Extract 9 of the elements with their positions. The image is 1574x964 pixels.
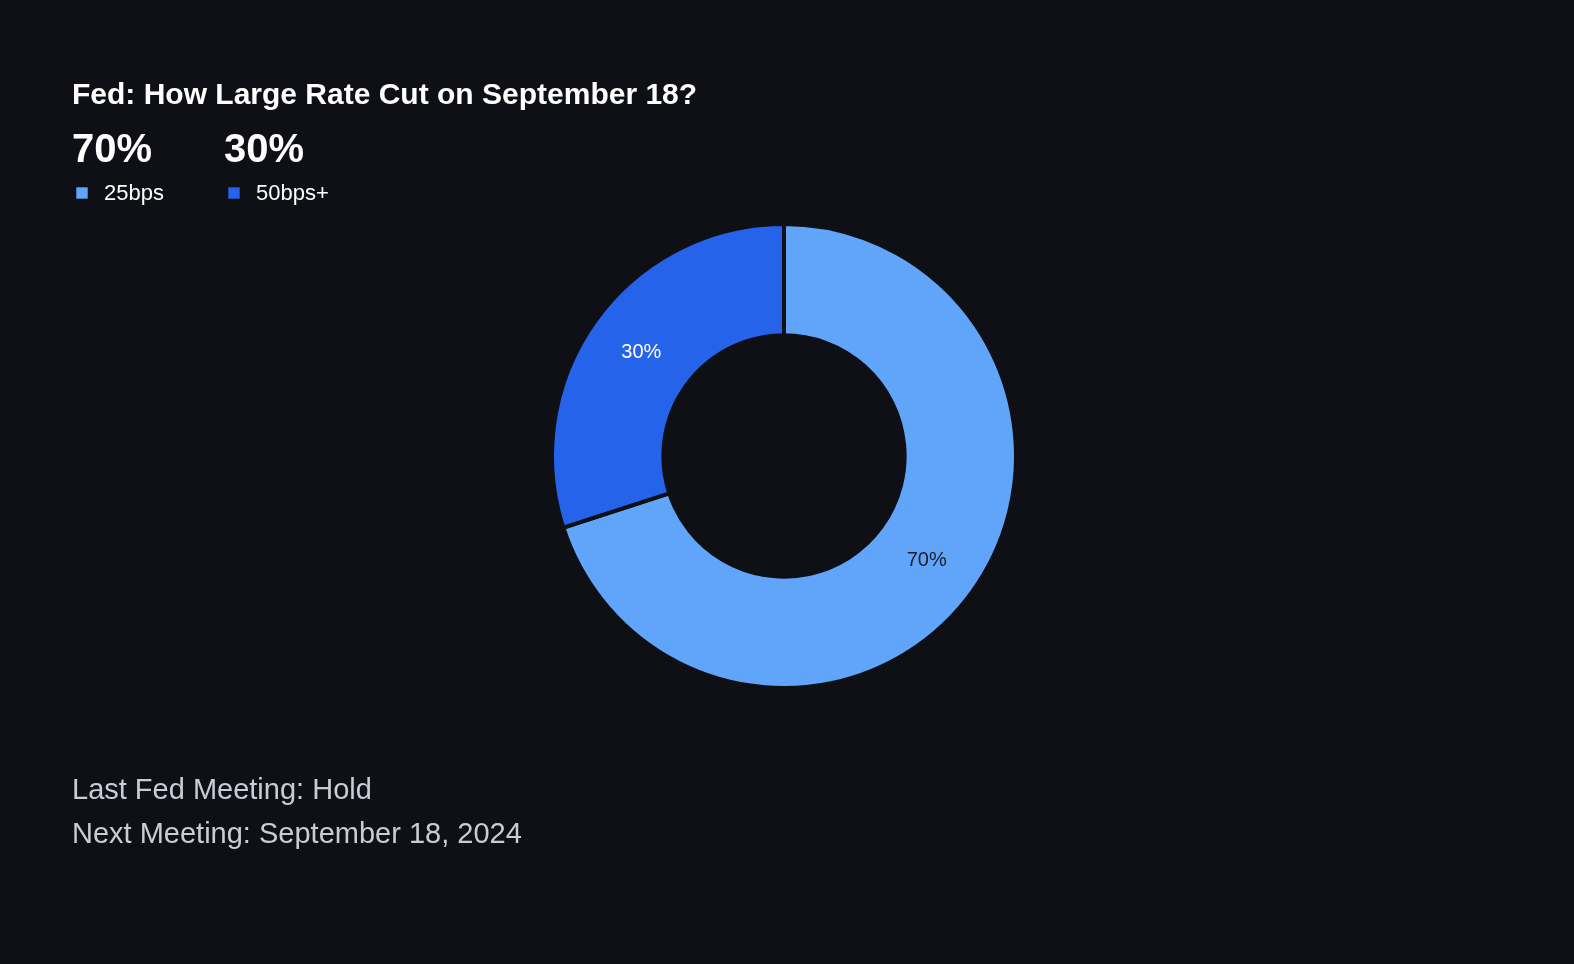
text: Next Meeting: September 18, 2024 [72, 817, 522, 849]
text: 30% [224, 126, 305, 170]
text: 70% [72, 126, 153, 170]
text: Last Fed Meeting: Hold [72, 773, 372, 805]
data-label: 30% [621, 340, 662, 363]
legend-label: 50bps+ [256, 180, 329, 205]
chart-title: Fed: How Large Rate Cut on September 18? [72, 77, 698, 110]
data-label: 70% [906, 547, 947, 570]
legend-label: 25bps [104, 180, 164, 205]
